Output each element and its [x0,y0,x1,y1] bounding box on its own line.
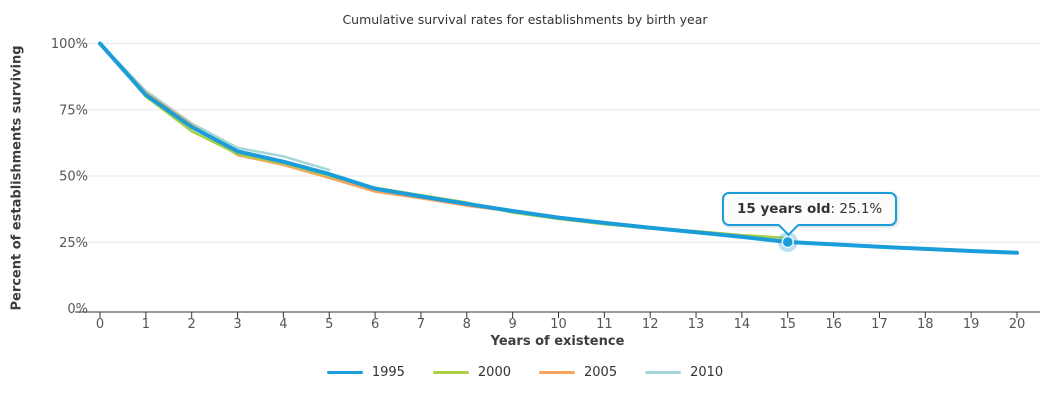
x-tick-label: 6 [371,317,379,332]
highlight-marker[interactable] [777,231,798,252]
x-tick-label: 8 [463,317,471,332]
x-tick-label: 15 [779,317,796,332]
x-tick-label: 14 [734,317,751,332]
legend-item-1995[interactable]: 1995 [326,365,405,380]
series-line-2005[interactable] [98,42,560,219]
legend-item-2005[interactable]: 2005 [539,365,617,380]
chart-title: Cumulative survival rates for establishm… [342,12,708,27]
y-axis-title: Percent of establishments surviving [9,45,25,311]
x-axis: 0 1 2 3 4 5 6 7 8 9 10 11 12 13 14 15 16 17 18 19 20 [75,311,1040,332]
x-tick-label: 3 [233,317,241,332]
legend-swatch [645,370,682,375]
x-tick-label: 0 [96,317,104,332]
x-tick-label: 1 [142,317,150,332]
y-axis-labels: 0% 25% 50% 75% 100% [51,37,88,317]
legend-item-2010[interactable]: 2010 [645,365,723,380]
legend: 1995 2000 2005 2010 [0,365,1050,380]
tooltip-separator: : [830,201,840,217]
series-line-2000[interactable] [98,42,790,240]
x-tick-label: 9 [509,317,517,332]
gridlines [75,43,1040,243]
series-line-2010[interactable] [98,42,331,172]
y-tick-label: 25% [59,236,88,251]
series-line-1995[interactable] [98,41,1019,255]
y-tick-label: 100% [51,37,88,52]
tooltip: 15 years old: 25.1% [722,192,898,236]
legend-swatch [326,370,363,375]
legend-swatch [539,370,575,375]
x-tick-label: 18 [917,317,934,332]
x-tick-label: 12 [642,317,659,332]
tooltip-value: 25.1% [839,201,883,217]
tooltip-label: 15 years old [737,201,831,217]
legend-label: 1995 [371,365,405,380]
legend-label: 2005 [584,365,618,380]
x-tick-label: 19 [963,317,980,332]
x-tick-label: 10 [550,317,567,332]
y-tick-label: 50% [59,170,88,185]
x-tick-label: 13 [688,317,705,332]
x-tick-label: 2 [188,317,196,332]
x-tick-label: 7 [417,317,425,332]
x-tick-label: 16 [825,317,842,332]
x-axis-title: Years of existence [490,334,625,349]
legend-item-2000[interactable]: 2000 [432,365,511,380]
legend-label: 2000 [477,365,511,380]
x-tick-label: 11 [596,317,613,332]
x-tick-label: 4 [279,317,287,332]
x-tick-label: 17 [871,317,888,332]
x-tick-label: 5 [325,317,333,332]
legend-label: 2010 [690,365,724,380]
legend-swatch [432,370,469,375]
x-tick-label: 20 [1009,317,1026,332]
y-tick-label: 75% [59,103,88,118]
y-tick-label: 0% [67,302,88,317]
